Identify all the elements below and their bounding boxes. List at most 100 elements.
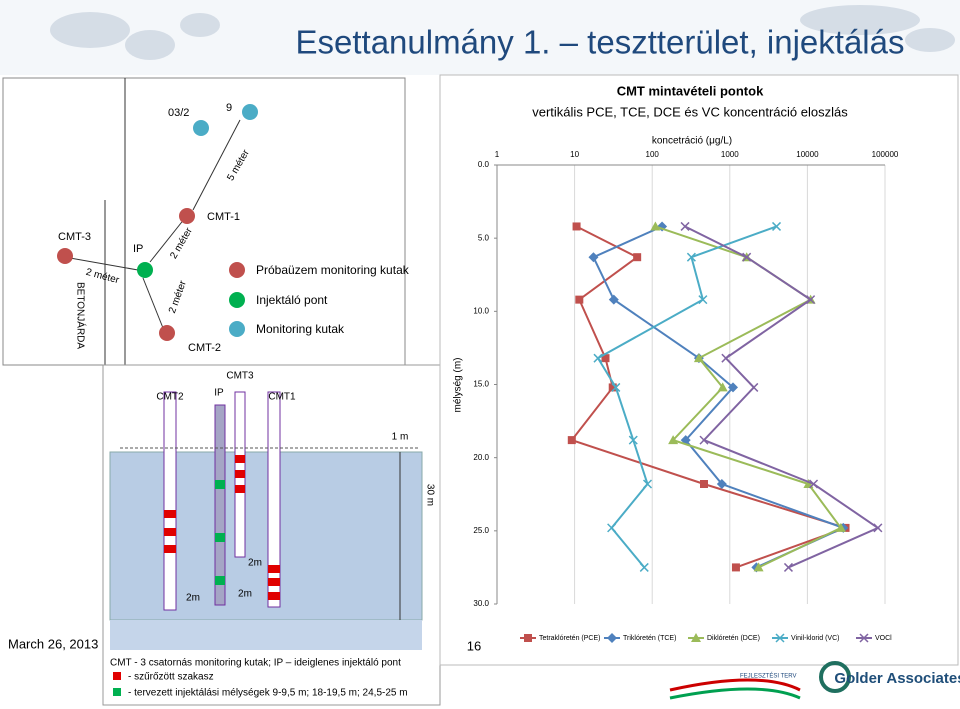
x-tick-label: 100 (646, 150, 660, 159)
x-tick-label: 1000 (721, 150, 739, 159)
well-label: CMT1 (268, 392, 296, 403)
legend-marker (859, 633, 869, 643)
data-point (806, 295, 816, 305)
legend-label: Vinil-klorid (VC) (791, 635, 840, 642)
data-point (642, 479, 653, 489)
y-tick-label: 20.0 (473, 453, 489, 462)
data-point (698, 295, 708, 305)
dimension-line (149, 217, 186, 263)
map-label: CMT-2 (188, 342, 221, 354)
well-marker (242, 104, 258, 120)
well-label: CMT3 (226, 371, 254, 382)
well-label: 2m (248, 558, 262, 569)
dimension-line (192, 119, 241, 211)
well-diagram: CMT3 CMT2 IP CMT1 1 m 30 m 2m 2m 2m CMT … (102, 364, 441, 706)
map-legend-label: Próbaüzem monitoring kutak (256, 263, 410, 277)
logo-text: FEJLESZTÉSI TERV (740, 673, 796, 680)
x-tick-label: 10 (570, 150, 579, 159)
data-point (717, 382, 728, 392)
well-label: 30 m (424, 484, 435, 506)
well-label: CMT2 (156, 392, 184, 403)
chart-title: vertikális PCE, TCE, DCE és VC koncentrá… (532, 104, 848, 119)
x-axis-label: koncetráció (μg/L) (652, 136, 732, 147)
logo: Golder Associates (834, 670, 960, 687)
well-label: IP (214, 388, 224, 399)
map-label: 03/2 (168, 107, 189, 119)
y-tick-label: 25.0 (473, 526, 489, 535)
page-number: 16 (467, 638, 481, 653)
data-point (728, 382, 739, 393)
legend-marker (229, 262, 245, 278)
data-point (873, 523, 883, 533)
x-tick-label: 1 (495, 150, 500, 159)
legend-label: Triklóretén (TCE) (623, 635, 676, 642)
data-point (611, 382, 621, 392)
logo-decor (669, 678, 801, 692)
data-point (650, 221, 661, 231)
map-label: 9 (226, 102, 232, 114)
chart: CMT mintavételi pontok vertikális PCE, T… (453, 83, 899, 643)
map-legend-label: Injektáló pont (256, 293, 328, 307)
well-label: 2m (186, 593, 200, 604)
data-point (628, 435, 638, 445)
logo-decor (669, 687, 801, 700)
data-point (835, 522, 846, 532)
well-marker (159, 325, 175, 341)
date: March 26, 2013 (8, 636, 98, 651)
data-point (572, 222, 581, 231)
data-point (731, 563, 740, 572)
well-marker (137, 262, 153, 278)
legend-marker (229, 292, 245, 308)
well-tube (163, 391, 177, 611)
y-tick-label: 0.0 (478, 160, 490, 169)
data-point (699, 435, 709, 445)
y-tick-label: 30.0 (473, 599, 489, 608)
data-point (699, 480, 708, 489)
data-point (771, 221, 782, 231)
data-point (593, 353, 603, 363)
y-tick-label: 10.0 (473, 306, 489, 315)
data-point (742, 252, 752, 262)
legend-marker (775, 633, 785, 643)
injection-depths (215, 480, 225, 585)
logo-mark (819, 661, 851, 693)
data-point (668, 435, 679, 445)
legend-label: Tetraklóretén (PCE) (539, 635, 600, 642)
data-point (608, 294, 619, 305)
data-point (575, 295, 584, 304)
well-marker (193, 120, 209, 136)
well-tube (214, 404, 226, 606)
y-tick-label: 15.0 (473, 380, 489, 389)
data-point (716, 479, 727, 490)
dimension-line (69, 257, 139, 271)
x-tick-label: 10000 (796, 150, 819, 159)
data-point (680, 221, 690, 231)
y-axis-label: mélység (m) (453, 357, 464, 412)
data-point (686, 252, 696, 262)
x-tick-label: 100000 (872, 150, 899, 159)
legend-marker (607, 633, 617, 643)
legend-marker (229, 321, 245, 337)
data-point (567, 436, 576, 445)
caption: CMT - 3 csatornás monitoring kutak; IP –… (110, 658, 401, 669)
legend-marker (691, 633, 701, 642)
data-point (633, 253, 642, 262)
map-label: IP (133, 243, 143, 255)
slide-title: Esettanulmány 1. – tesztterület, injektá… (296, 24, 905, 61)
well-label: 2m (238, 589, 252, 600)
well-marker (179, 208, 195, 224)
data-point (749, 382, 759, 392)
data-point (721, 353, 731, 363)
data-point (783, 562, 793, 572)
site-map: 03/2 9 5 méter CMT-1 CMT-3 IP 2 méter 2 … (2, 77, 410, 366)
data-point (753, 562, 764, 572)
aquifer-base (110, 620, 422, 650)
data-point (693, 353, 704, 363)
map-label: CMT-3 (58, 231, 91, 243)
well-label: 1 m (392, 432, 409, 443)
data-point (809, 479, 819, 489)
chart-frame (439, 74, 959, 666)
caption: - tervezett injektálási mélységek 9-9,5 … (128, 688, 408, 699)
map-label: CMT-1 (207, 211, 240, 223)
